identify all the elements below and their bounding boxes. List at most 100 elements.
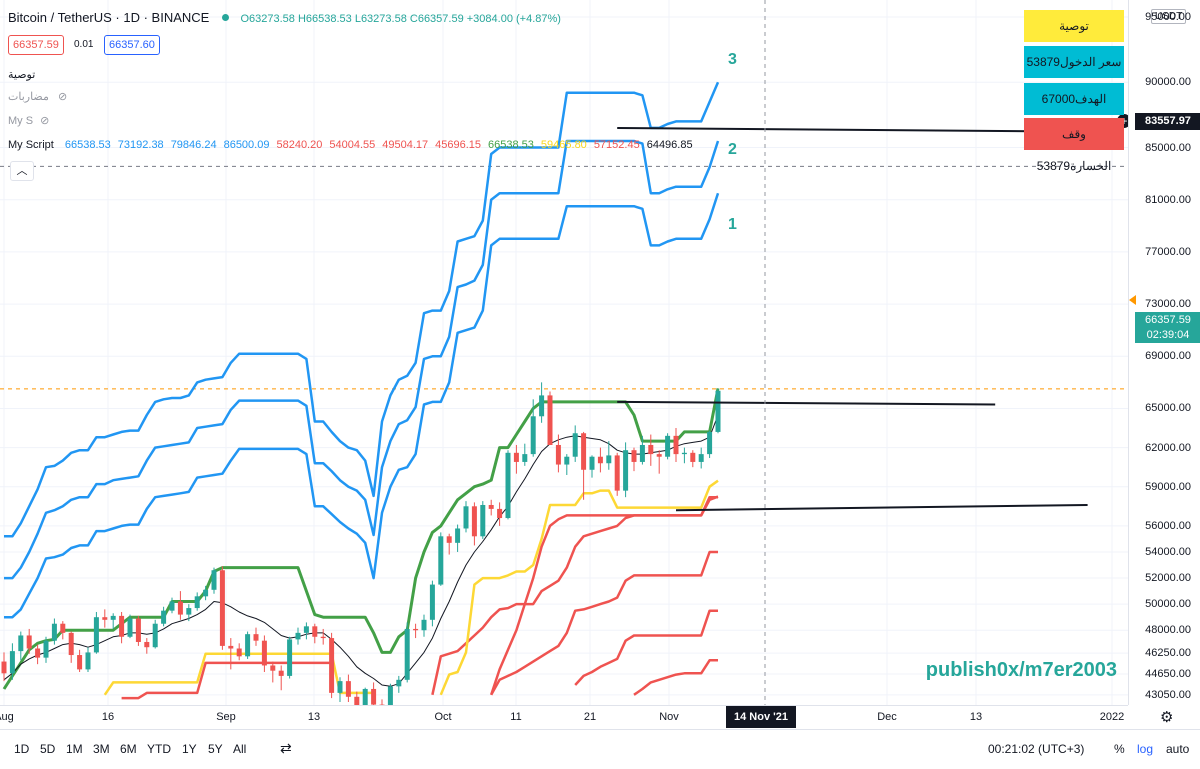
candle-body	[489, 505, 494, 509]
candle-body	[539, 395, 544, 416]
indicator-label-mys: My S	[8, 115, 33, 127]
candle-body	[262, 641, 267, 666]
wave-label-3: 3	[728, 51, 737, 68]
candle-body	[312, 626, 317, 636]
indicator-row-mys[interactable]: My S ⊘	[8, 114, 49, 127]
candle-body	[514, 453, 519, 462]
time-tick-label: 16	[102, 711, 114, 723]
timeframe-button[interactable]: 3M	[93, 742, 110, 756]
candle-body	[682, 453, 687, 454]
candle-body	[287, 639, 292, 676]
indicator-row-recommendation[interactable]: توصية	[8, 68, 35, 81]
candle-body	[556, 445, 561, 465]
candle-body	[438, 536, 443, 584]
candle-body	[648, 445, 653, 454]
collapse-legend-button[interactable]: ︿	[10, 161, 34, 181]
time-tick-label: Aug	[0, 711, 14, 723]
script-value: 49504.17	[382, 139, 428, 151]
time-axis[interactable]: Aug16Sep13Oct1121NovDec132022 14 Nov '21…	[0, 705, 1128, 730]
candle-body	[228, 646, 233, 649]
log-toggle[interactable]: log	[1137, 742, 1153, 756]
script-value: 66538.53	[488, 139, 534, 151]
sell-price-button[interactable]: 66357.59	[8, 35, 64, 55]
timeframe-button[interactable]: YTD	[147, 742, 171, 756]
timeframe-button[interactable]: 1Y	[182, 742, 197, 756]
time-tick-label: 21	[584, 711, 596, 723]
candle-body	[464, 506, 469, 528]
candle-body	[531, 416, 536, 454]
price-tick-label: 54000.00	[1145, 546, 1191, 558]
candle-body	[632, 450, 637, 462]
script-value: 45696.15	[435, 139, 481, 151]
candle-body	[153, 624, 158, 647]
time-tick-label: 13	[970, 711, 982, 723]
candle-body	[94, 617, 99, 652]
timeframe-button[interactable]: 1M	[66, 742, 83, 756]
symbol-title[interactable]: Bitcoin / TetherUS · 1D · BINANCE	[8, 10, 209, 25]
date-range-icon[interactable]: ⇄	[280, 740, 292, 757]
script-value: 57152.45	[594, 139, 640, 151]
timeframe-button[interactable]: 5D	[40, 742, 55, 756]
price-tick-label: 65000.00	[1145, 402, 1191, 414]
indicator-row-speculation[interactable]: مضاربات ⊘	[8, 90, 67, 103]
candle-body	[10, 651, 15, 673]
candle-body	[388, 686, 393, 705]
candle-body	[657, 454, 662, 457]
buy-price-button[interactable]: 66357.60	[104, 35, 160, 55]
price-tick-label: 50000.00	[1145, 598, 1191, 610]
candle-body	[665, 436, 670, 457]
candle-body	[640, 445, 645, 462]
candle-body	[497, 509, 502, 518]
candle-body	[77, 655, 82, 669]
candle-body	[279, 671, 284, 676]
candle-body	[371, 689, 376, 705]
candle-body	[69, 633, 74, 655]
script-value: 64496.85	[647, 139, 693, 151]
candle-body	[296, 633, 301, 640]
target-box: الهدف67000	[1024, 83, 1124, 115]
timeframe-button[interactable]: 6M	[120, 742, 137, 756]
candle-body	[455, 528, 460, 542]
price-tick-label: 52000.00	[1145, 572, 1191, 584]
candle-body	[699, 454, 704, 462]
timeframe-button[interactable]: All	[233, 742, 246, 756]
price-tick-label: 85000.00	[1145, 142, 1191, 154]
market-open-dot	[222, 14, 229, 21]
hidden-eye-icon[interactable]: ⊘	[58, 91, 67, 103]
chart-settings-gear-icon[interactable]: ⚙	[1160, 708, 1173, 726]
candle-body	[52, 624, 57, 641]
auto-toggle[interactable]: auto	[1166, 742, 1189, 756]
time-tick-label: Oct	[434, 711, 451, 723]
script-value: 59465.80	[541, 139, 587, 151]
candle-body	[548, 395, 553, 445]
candle-body	[623, 450, 628, 490]
candle-body	[119, 616, 124, 637]
alert-marker-icon[interactable]	[1129, 295, 1136, 305]
price-tick-label: 44650.00	[1145, 668, 1191, 680]
percent-toggle[interactable]: %	[1114, 742, 1125, 756]
hidden-eye-icon[interactable]: ⊘	[40, 115, 49, 127]
price-tick-label: 95000.00	[1145, 11, 1191, 23]
timeframe-button[interactable]: 5Y	[208, 742, 223, 756]
candlesticks	[2, 382, 721, 705]
candle-body	[430, 585, 435, 620]
candle-body	[396, 680, 401, 687]
candle-body	[405, 629, 410, 680]
chart-pane[interactable]: 3 2 1 publish0x/m7er2003 +	[0, 0, 1128, 705]
candle-body	[413, 629, 418, 630]
price-tick-label: 59000.00	[1145, 481, 1191, 493]
candle-body	[170, 602, 175, 611]
timeframe-button[interactable]: 1D	[14, 742, 29, 756]
candle-body	[237, 649, 242, 657]
indicator-line	[4, 193, 718, 617]
script-value: 73192.38	[118, 139, 164, 151]
time-tick-label: 2022	[1100, 711, 1124, 723]
time-tick-label: Dec	[877, 711, 897, 723]
watermark-text: publish0x/m7er2003	[926, 659, 1117, 681]
clock-display[interactable]: 00:21:02 (UTC+3)	[988, 742, 1084, 756]
crosshair-price-label: 83557.97	[1135, 113, 1200, 130]
indicator-line	[105, 481, 718, 695]
